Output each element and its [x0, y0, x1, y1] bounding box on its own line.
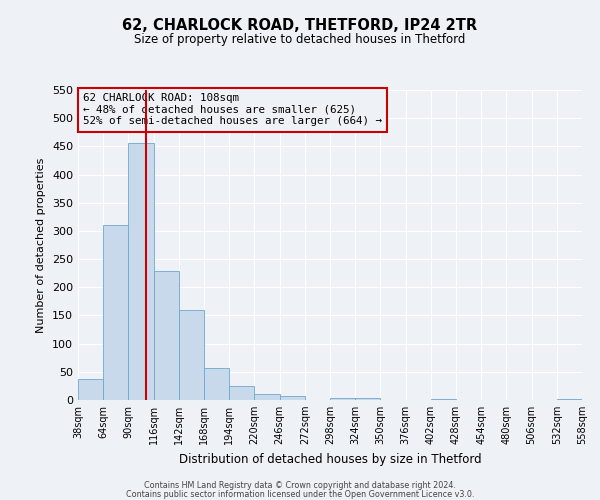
Text: Contains public sector information licensed under the Open Government Licence v3: Contains public sector information licen…	[126, 490, 474, 499]
Bar	[128, 143, 154, 400]
Bar	[330, 398, 355, 400]
Bar	[355, 398, 380, 400]
Text: 62, CHARLOCK ROAD, THETFORD, IP24 2TR: 62, CHARLOCK ROAD, THETFORD, IP24 2TR	[122, 18, 478, 32]
Bar	[179, 310, 204, 400]
Text: 62 CHARLOCK ROAD: 108sqm
← 48% of detached houses are smaller (625)
52% of semi-: 62 CHARLOCK ROAD: 108sqm ← 48% of detach…	[83, 93, 382, 126]
Bar	[254, 394, 280, 400]
Bar	[229, 386, 254, 400]
Bar	[103, 224, 128, 400]
Text: Contains HM Land Registry data © Crown copyright and database right 2024.: Contains HM Land Registry data © Crown c…	[144, 481, 456, 490]
Bar	[78, 378, 103, 400]
Y-axis label: Number of detached properties: Number of detached properties	[37, 158, 46, 332]
Bar	[204, 368, 229, 400]
X-axis label: Distribution of detached houses by size in Thetford: Distribution of detached houses by size …	[179, 452, 481, 466]
Bar	[154, 272, 179, 400]
Bar	[280, 396, 305, 400]
Bar	[557, 399, 582, 400]
Bar	[431, 399, 456, 400]
Text: Size of property relative to detached houses in Thetford: Size of property relative to detached ho…	[134, 32, 466, 46]
